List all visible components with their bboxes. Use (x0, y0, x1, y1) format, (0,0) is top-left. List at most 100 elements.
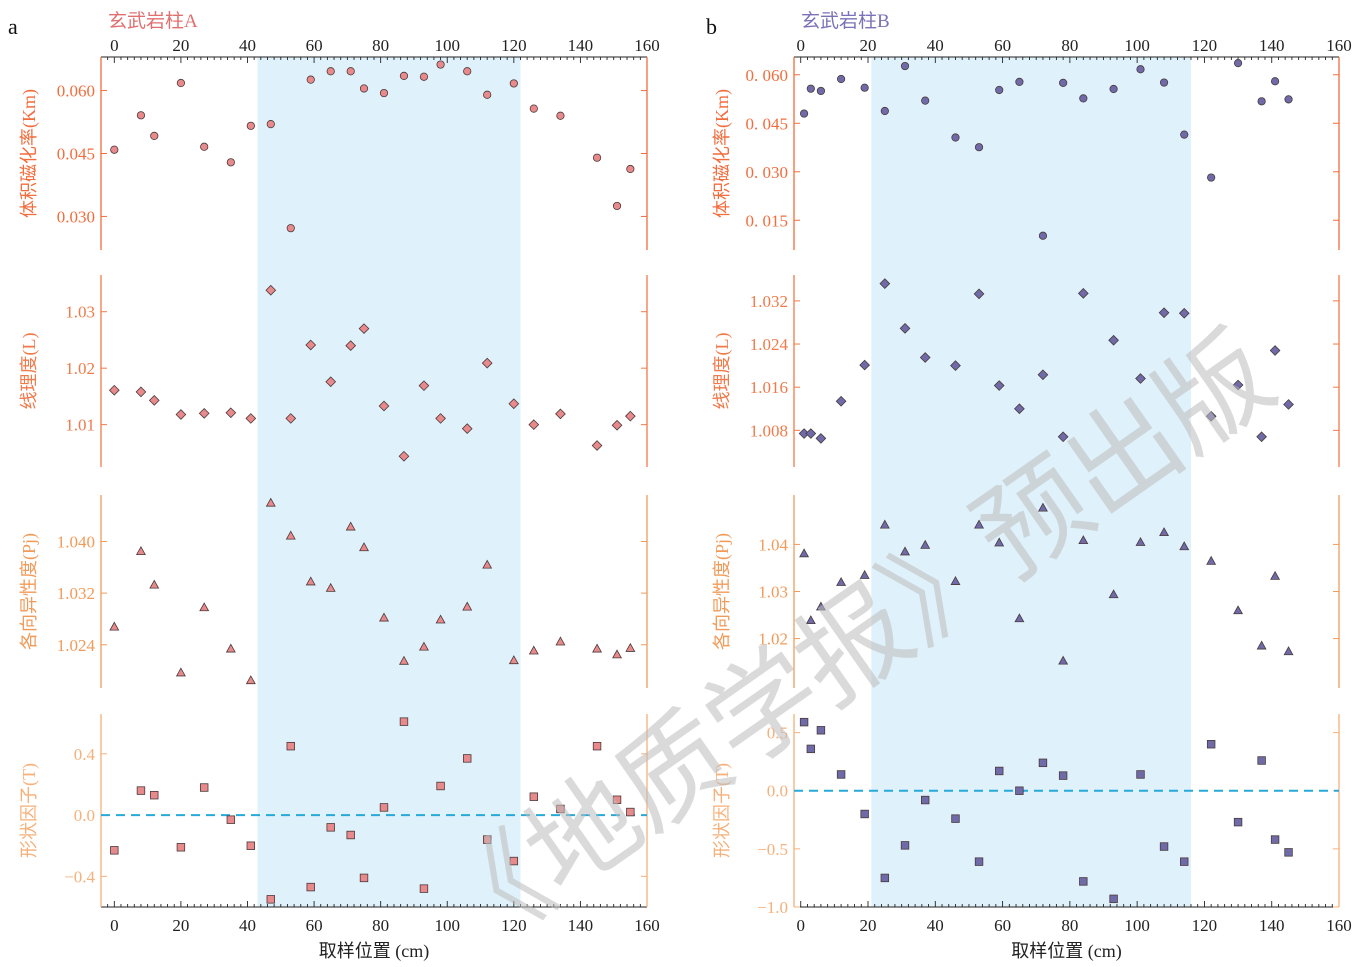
y-tick-label: −0.4 (64, 867, 95, 886)
data-point-diamond (265, 284, 277, 296)
data-point-circle (176, 78, 186, 88)
data-point-circle (150, 131, 159, 140)
y-tick-label: −0.5 (757, 840, 788, 859)
top-x-tick-label: 20 (860, 36, 877, 55)
bottom-x-tick-label: 140 (1259, 916, 1285, 935)
data-point-diamond (611, 419, 623, 431)
panel-a: a 玄武岩柱A 0 0 20 20 40 40 60 60 80 80 100 100 120 120 140 1… (8, 10, 660, 962)
data-point-square (176, 843, 186, 852)
bottom-x-tick-label: 120 (1192, 916, 1218, 935)
panel-title: 玄武岩柱B (801, 10, 890, 32)
data-point-triangle (245, 675, 256, 685)
data-point-diamond (1108, 334, 1119, 346)
y-tick-label: 1.02 (65, 359, 95, 378)
bottom-x-tick-label: 60 (306, 916, 323, 935)
data-point-triangle (920, 539, 931, 549)
panel-letter: b (706, 14, 717, 39)
data-point-square (816, 726, 826, 735)
data-point-diamond (815, 433, 827, 444)
data-point-triangle (1037, 502, 1048, 512)
data-point-square (1284, 848, 1293, 857)
bottom-x-tick-label: 160 (634, 916, 660, 935)
data-point-square (509, 856, 519, 866)
data-point-circle (799, 109, 809, 118)
data-point-circle (226, 158, 235, 167)
data-point-triangle (815, 601, 826, 611)
data-point-triangle (1270, 570, 1281, 580)
subplot-2: 1.024 1.032 1.040 各向异性度(Pj) (19, 495, 648, 688)
y-tick-label: 1.040 (57, 532, 95, 551)
top-x-tick-label: 100 (1124, 36, 1150, 55)
data-point-triangle (1014, 613, 1025, 623)
data-point-triangle (1058, 655, 1069, 665)
data-point-diamond (285, 413, 297, 424)
data-point-circle (1180, 130, 1189, 139)
y-tick-label: 1.024 (57, 636, 96, 655)
data-point-diamond (591, 440, 603, 451)
data-point-square (399, 717, 409, 726)
data-point-diamond (398, 450, 410, 462)
data-point-diamond (358, 323, 370, 335)
data-point-diamond (973, 288, 985, 300)
data-point-circle (136, 111, 146, 120)
top-x-tick-label: 120 (501, 36, 527, 55)
data-point-diamond (175, 409, 187, 420)
data-point-triangle (879, 519, 890, 529)
data-point-square (1058, 771, 1068, 780)
data-point-square (1233, 817, 1243, 827)
data-point-triangle (1179, 541, 1190, 551)
data-point-circle (806, 84, 815, 93)
data-point-triangle (1159, 527, 1170, 537)
data-point-circle (1059, 78, 1068, 87)
data-point-diamond (993, 380, 1005, 391)
y-tick-label: 0. 045 (746, 114, 789, 133)
y-axis-label: 形状因子(T) (712, 763, 733, 858)
data-point-square (1136, 770, 1145, 779)
data-point-circle (529, 104, 538, 113)
data-point-square (326, 823, 335, 832)
bottom-x-tick-label: 80 (372, 916, 389, 935)
data-point-triangle (805, 615, 816, 625)
data-point-diamond (435, 413, 446, 424)
bottom-x-tick-label: 40 (927, 916, 944, 935)
data-point-square (860, 809, 869, 819)
data-point-circle (880, 106, 889, 116)
data-point-square (995, 766, 1004, 776)
data-point-diamond (919, 352, 931, 363)
data-point-diamond (950, 360, 961, 371)
data-point-circle (463, 67, 472, 76)
data-point-triangle (994, 537, 1005, 547)
bottom-x-tick-label: 0 (796, 916, 805, 935)
y-tick-label: 0. 030 (746, 163, 789, 182)
data-point-triangle (285, 530, 296, 540)
data-point-diamond (1057, 431, 1069, 443)
data-point-diamond (879, 278, 891, 289)
data-point-diamond (624, 410, 636, 422)
data-point-diamond (1158, 307, 1170, 319)
data-point-triangle (900, 546, 910, 556)
top-x-tick-label: 140 (1259, 36, 1285, 55)
subplot-1: 1.01 1.02 1.03 线理度(L) (19, 275, 648, 467)
data-point-circle (246, 121, 255, 130)
y-tick-label: 1.03 (758, 583, 788, 602)
data-point-circle (860, 83, 869, 92)
data-point-circle (286, 224, 295, 233)
top-x-tick-label: 160 (1326, 36, 1352, 55)
top-x-tick-label: 60 (306, 36, 323, 55)
bottom-x-tick-label: 160 (1326, 916, 1352, 935)
data-point-square (482, 835, 492, 844)
y-tick-label: 1.02 (758, 630, 788, 649)
y-tick-label: 1.04 (758, 535, 788, 554)
data-point-triangle (135, 546, 146, 555)
top-x-tick-label: 60 (994, 36, 1011, 55)
data-point-diamond (859, 359, 871, 371)
y-axis-label: 各向异性度(Pj) (19, 533, 40, 650)
y-tick-label: 0.4 (74, 745, 96, 764)
data-point-square (246, 841, 256, 850)
data-point-circle (326, 67, 335, 76)
data-point-circle (200, 142, 209, 151)
data-point-triangle (528, 645, 539, 655)
data-point-square (346, 830, 355, 840)
data-point-square (136, 786, 146, 795)
subplot-0: 0.030 0.045 0.060 体积磁化率(Km) (19, 57, 648, 250)
